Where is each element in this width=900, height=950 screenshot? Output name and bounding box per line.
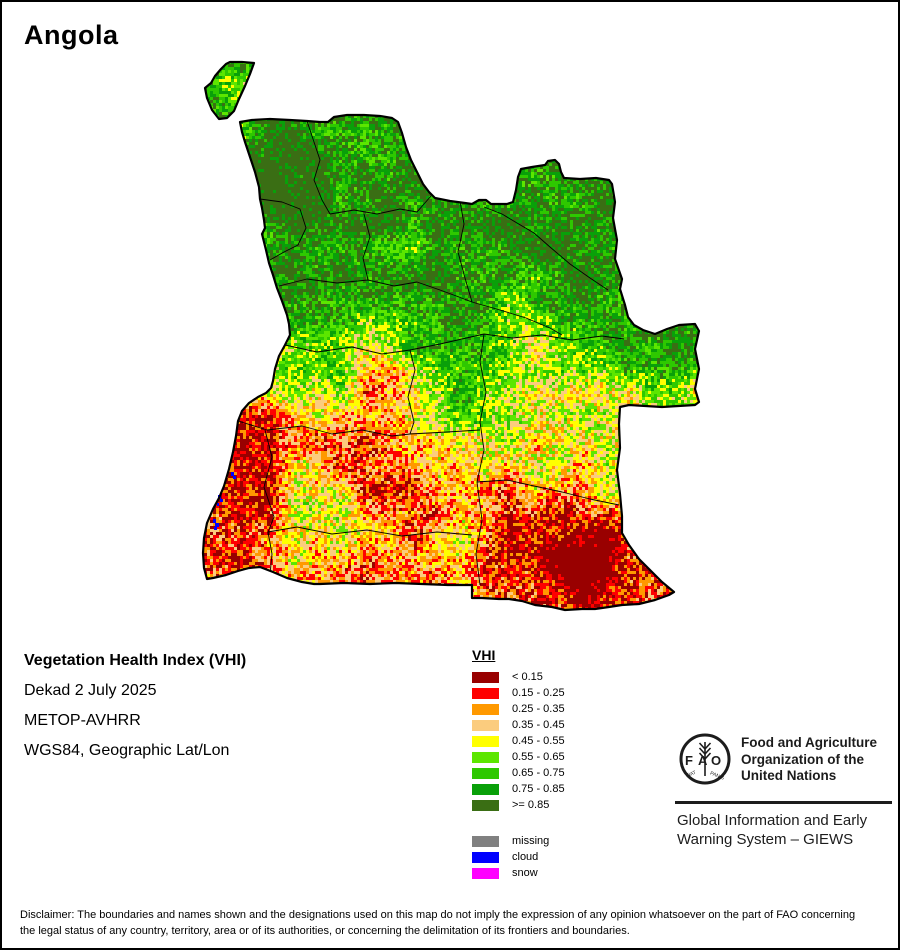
giews-name: Global Information and Early Warning Sys… <box>677 811 867 849</box>
disclaimer-text: Disclaimer: The boundaries and names sho… <box>20 909 856 937</box>
legend-swatch <box>472 688 499 699</box>
legend-label: 0.45 - 0.55 <box>512 735 565 747</box>
legend-label: missing <box>512 835 550 847</box>
legend-row: 0.55 - 0.65 <box>472 752 565 763</box>
legend-label: 0.75 - 0.85 <box>512 783 565 795</box>
legend-swatch <box>472 852 499 863</box>
legend-row: 0.35 - 0.45 <box>472 720 565 731</box>
legend-label: 0.25 - 0.35 <box>512 703 565 715</box>
legend-swatch <box>472 836 499 847</box>
vhi-raster <box>203 62 699 610</box>
giews-line: Global Information and Early <box>677 812 868 829</box>
legend-classes: < 0.15 0.15 - 0.25 0.25 - 0.35 0.35 - 0.45 0… <box>472 672 565 811</box>
fao-org-name: Food and Agriculture Organization of the… <box>741 735 877 785</box>
fao-org-line: Organization of the <box>741 751 864 767</box>
svg-text:PANIS: PANIS <box>709 771 725 782</box>
info-dekad: Dekad 2 July 2025 <box>24 682 157 699</box>
legend-row: >= 0.85 <box>472 800 565 811</box>
giews-line: Warning System – GIEWS <box>677 831 854 848</box>
legend-label: 0.35 - 0.45 <box>512 719 565 731</box>
province-boundaries <box>237 120 625 586</box>
legend-swatch <box>472 784 499 795</box>
legend-swatch <box>472 704 499 715</box>
svg-text:O: O <box>711 753 721 768</box>
fao-org-line: United Nations <box>741 768 837 783</box>
page-title: Angola <box>24 20 119 50</box>
info-projection: WGS84, Geographic Lat/Lon <box>24 742 230 759</box>
legend-label: < 0.15 <box>512 671 543 683</box>
legend-row: missing <box>472 836 565 847</box>
fao-logo: F A O FIAT PANIS <box>679 733 731 785</box>
info-sensor: METOP-AVHRR <box>24 712 141 729</box>
legend-row: 0.15 - 0.25 <box>472 688 565 699</box>
legend-row: cloud <box>472 852 565 863</box>
legend-swatch <box>472 800 499 811</box>
legend-label: cloud <box>512 851 539 863</box>
legend-row: 0.75 - 0.85 <box>472 784 565 795</box>
legend-row: snow <box>472 868 565 879</box>
legend-swatch <box>472 720 499 731</box>
legend-swatch <box>472 752 499 763</box>
fao-org-line: Food and Agriculture <box>741 735 877 750</box>
legend-label: 0.55 - 0.65 <box>512 751 565 763</box>
vhi-legend: VHI < 0.15 0.15 - 0.25 0.25 - 0.35 0.35 - 0… <box>472 647 565 884</box>
legend-header: VHI <box>472 647 496 663</box>
legend-swatch <box>472 868 499 879</box>
legend-label: >= 0.85 <box>512 799 550 811</box>
legend-label: 0.15 - 0.25 <box>512 687 565 699</box>
country-outline <box>201 60 701 612</box>
svg-text:A: A <box>698 753 708 768</box>
map-info-block: Vegetation Health Index (VHI) Dekad 2 Ju… <box>24 652 246 772</box>
legend-swatch <box>472 768 499 779</box>
legend-row: 0.25 - 0.35 <box>472 704 565 715</box>
legend-extra: missing cloud snow <box>472 836 565 879</box>
legend-label: snow <box>512 867 538 879</box>
svg-text:FIAT: FIAT <box>685 770 697 779</box>
divider-line <box>675 801 892 804</box>
info-product: Vegetation Health Index (VHI) <box>24 652 247 669</box>
legend-swatch <box>472 736 499 747</box>
legend-label: 0.65 - 0.75 <box>512 767 565 779</box>
legend-row: 0.65 - 0.75 <box>472 768 565 779</box>
svg-text:F: F <box>685 753 693 768</box>
legend-row: < 0.15 <box>472 672 565 683</box>
legend-swatch <box>472 672 499 683</box>
legend-row: 0.45 - 0.55 <box>472 736 565 747</box>
